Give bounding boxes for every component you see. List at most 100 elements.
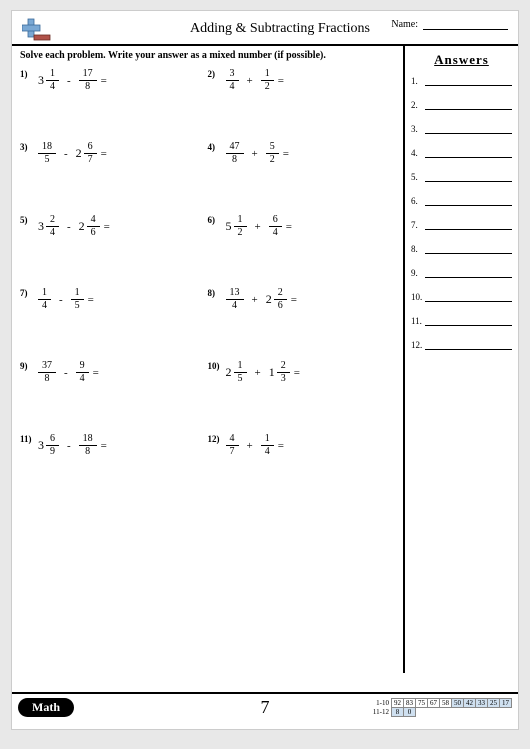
fraction: 478 — [226, 142, 244, 165]
answer-line — [425, 220, 512, 230]
whole-part: 2 — [76, 146, 82, 161]
expression: 185-267= — [38, 142, 107, 165]
answer-line — [425, 172, 512, 182]
mixed-number: 34 — [226, 69, 239, 92]
denominator: 4 — [38, 300, 51, 311]
problem-cell: 1)314-178= — [20, 69, 208, 92]
expression: 324-246= — [38, 215, 110, 238]
answer-line — [425, 244, 512, 254]
fraction: 52 — [266, 142, 279, 165]
fraction: 94 — [76, 361, 89, 384]
mixed-number: 64 — [269, 215, 282, 238]
equals-sign: = — [278, 75, 284, 87]
answer-line — [425, 148, 512, 158]
problem-number: 7) — [20, 288, 38, 298]
denominator: 8 — [41, 373, 54, 384]
problem-row: 7)14-15=8)134+226= — [20, 288, 395, 311]
score-cell: 42 — [464, 699, 476, 708]
fraction: 69 — [46, 434, 59, 457]
operator: - — [64, 148, 68, 160]
numerator: 1 — [38, 288, 51, 299]
score-label: 1-10 — [371, 699, 392, 708]
problem-cell: 8)134+226= — [208, 288, 396, 311]
problem-number: 8) — [208, 288, 226, 298]
answer-number: 5. — [411, 172, 425, 182]
whole-part: 1 — [269, 365, 275, 380]
score-row: 11-1280 — [371, 708, 512, 717]
plus-minus-logo — [22, 17, 52, 41]
instruction-text: Solve each problem. Write your answer as… — [20, 50, 395, 61]
mixed-number: 512 — [226, 215, 247, 238]
problem-number: 9) — [20, 361, 38, 371]
score-cell: 33 — [476, 699, 488, 708]
problem-number: 6) — [208, 215, 226, 225]
problem-cell: 6)512+64= — [208, 215, 396, 238]
expression: 34+12= — [226, 69, 284, 92]
fraction: 24 — [46, 215, 59, 238]
numerator: 5 — [266, 142, 279, 153]
denominator: 8 — [81, 446, 94, 457]
mixed-number: 314 — [38, 69, 59, 92]
problem-cell: 4)478+52= — [208, 142, 396, 165]
equals-sign: = — [101, 440, 107, 452]
mixed-number: 52 — [266, 142, 279, 165]
fraction: 14 — [46, 69, 59, 92]
problems-column: Solve each problem. Write your answer as… — [12, 46, 403, 673]
denominator: 5 — [41, 154, 54, 165]
denominator: 4 — [46, 227, 59, 238]
score-cell: 67 — [428, 699, 440, 708]
denominator: 5 — [71, 300, 84, 311]
answer-lines: 1.2.3.4.5.6.7.8.9.10.11.12. — [411, 76, 512, 350]
worksheet-page: Adding & Subtracting Fractions Name: Sol… — [11, 10, 519, 730]
denominator: 2 — [261, 81, 274, 92]
answers-heading: Answers — [411, 52, 512, 68]
expression: 215+123= — [226, 361, 300, 384]
mixed-number: 378 — [38, 361, 56, 384]
mixed-number: 185 — [38, 142, 56, 165]
score-cell: 8 — [392, 708, 404, 717]
answer-row: 12. — [411, 340, 512, 350]
mixed-number: 15 — [71, 288, 84, 311]
numerator: 1 — [261, 434, 274, 445]
name-line — [423, 29, 508, 30]
problem-number: 11) — [20, 434, 38, 444]
main-content: Solve each problem. Write your answer as… — [12, 46, 518, 673]
denominator: 6 — [87, 227, 100, 238]
score-cell: 92 — [392, 699, 404, 708]
numerator: 6 — [46, 434, 59, 445]
fraction: 378 — [38, 361, 56, 384]
numerator: 1 — [71, 288, 84, 299]
answer-row: 1. — [411, 76, 512, 86]
problem-cell: 7)14-15= — [20, 288, 208, 311]
score-label: 11-12 — [371, 708, 392, 717]
fraction: 67 — [84, 142, 97, 165]
problem-cell: 2)34+12= — [208, 69, 396, 92]
fraction: 46 — [87, 215, 100, 238]
whole-part: 2 — [79, 219, 85, 234]
whole-part: 3 — [38, 73, 44, 88]
denominator: 3 — [277, 373, 290, 384]
whole-part: 3 — [38, 438, 44, 453]
answer-line — [425, 196, 512, 206]
score-cell: 75 — [416, 699, 428, 708]
numerator: 6 — [84, 142, 97, 153]
operator: - — [67, 440, 71, 452]
score-cell: 58 — [440, 699, 452, 708]
whole-part: 3 — [38, 219, 44, 234]
denominator: 7 — [226, 446, 239, 457]
mixed-number: 188 — [79, 434, 97, 457]
denominator: 4 — [261, 446, 274, 457]
problems-grid: 1)314-178=2)34+12=3)185-267=4)478+52=5)3… — [20, 69, 395, 457]
fraction: 14 — [38, 288, 51, 311]
mixed-number: 14 — [261, 434, 274, 457]
numerator: 6 — [269, 215, 282, 226]
answer-row: 8. — [411, 244, 512, 254]
problem-cell: 11)369-188 = — [20, 434, 208, 457]
equals-sign: = — [278, 440, 284, 452]
answers-column: Answers 1.2.3.4.5.6.7.8.9.10.11.12. — [403, 46, 518, 673]
problem-row: 9)378-94=10)215+123= — [20, 361, 395, 384]
fraction: 64 — [269, 215, 282, 238]
denominator: 8 — [228, 154, 241, 165]
numerator: 2 — [274, 288, 287, 299]
expression: 378-94= — [38, 361, 99, 384]
